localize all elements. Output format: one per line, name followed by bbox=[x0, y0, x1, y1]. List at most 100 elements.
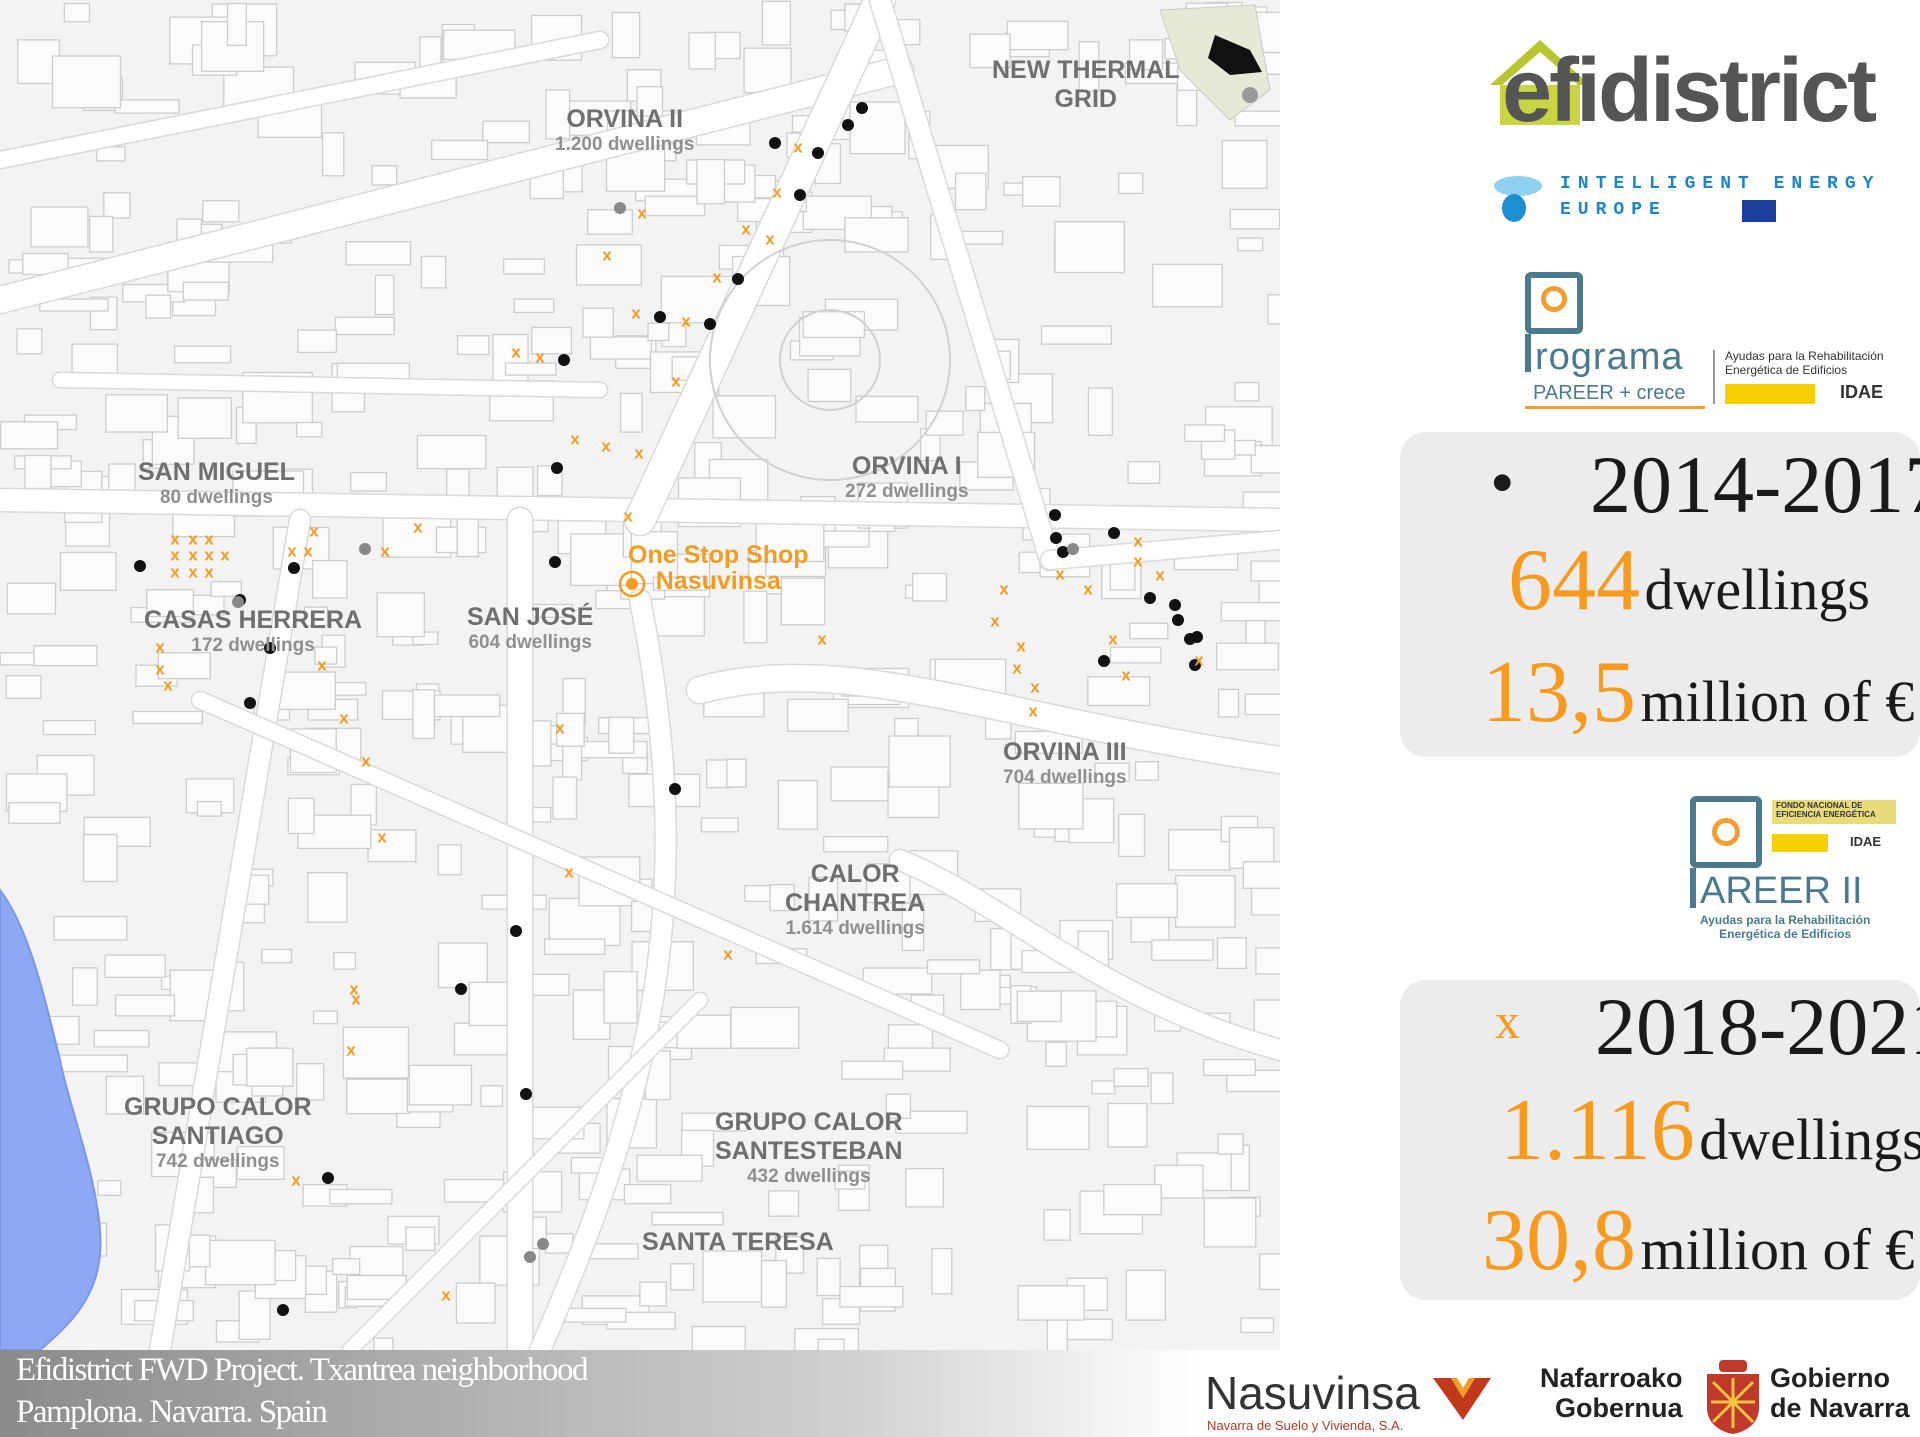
intervention-x-2018-2021: x bbox=[1028, 701, 1038, 720]
district-san-miguel: SAN MIGUEL 80 dwellings bbox=[138, 458, 295, 509]
nasuvinsa-wordmark: Nasuvinsa bbox=[1205, 1367, 1420, 1419]
intervention-dot-2014-2017 bbox=[264, 642, 276, 654]
intervention-x-2018-2021: x bbox=[170, 545, 180, 564]
intervention-x-2018-2021: x bbox=[631, 303, 641, 322]
nasuvinsa-subtitle: Navarra de Suelo y Vivienda, S.A. bbox=[1207, 1418, 1404, 1433]
intervention-x-2018-2021: x bbox=[361, 751, 371, 770]
intervention-x-2018-2021: x bbox=[1121, 665, 1131, 684]
intervention-dot-2014-2017 bbox=[510, 925, 522, 937]
intervention-x-2018-2021: x bbox=[1055, 564, 1065, 583]
intervention-dot-2014-2017 bbox=[134, 560, 146, 572]
intervention-dot-2014-2017 bbox=[455, 983, 467, 995]
district-orvina-ii: ORVINA II 1.200 dwellings bbox=[555, 105, 694, 156]
period-1-marker: • bbox=[1490, 445, 1515, 522]
intervention-x-2018-2021: x bbox=[535, 347, 545, 366]
info-panel: efidistrict INTELLIGENT ENERGY EUROPE ro… bbox=[1280, 0, 1920, 1350]
intelligent-energy-europe-logo: INTELLIGENT ENERGY EUROPE bbox=[1490, 168, 1910, 228]
district-name: ORVINA I bbox=[851, 452, 962, 480]
intervention-x-2018-2021: x bbox=[990, 611, 1000, 630]
intervention-x-2018-2021: x bbox=[441, 1285, 451, 1304]
district-san-jose: SAN JOSÉ 604 dwellings bbox=[467, 603, 593, 654]
intervention-dot-2014-2017 bbox=[669, 783, 681, 795]
efidistrict-logo: efidistrict bbox=[1480, 30, 1900, 141]
period-2-dwellings-unit: dwellings bbox=[1699, 1107, 1920, 1172]
pareer-p-icon bbox=[1525, 272, 1583, 334]
intervention-dot-2014-2017 bbox=[1049, 509, 1061, 521]
intervention-dot-2014-2017 bbox=[732, 273, 744, 285]
district-grupo-calor-santesteban: GRUPO CALOR SANTESTEBAN 432 dwellings bbox=[715, 1108, 903, 1188]
district-casas-herrera: CASAS HERRERA 172 dwellings bbox=[144, 606, 362, 657]
period-2-cost: 30,8 million of € bbox=[1482, 1190, 1914, 1291]
district-dwellings: 1.614 dwellings bbox=[785, 918, 925, 939]
district-name: GRUPO CALOR SANTIAGO bbox=[124, 1093, 312, 1150]
intervention-dot-2014-2017 bbox=[1108, 527, 1120, 539]
district-name: CASAS HERRERA bbox=[144, 606, 363, 634]
district-dwellings: 604 dwellings bbox=[468, 632, 592, 653]
intervention-dot-2014-2017 bbox=[1169, 599, 1181, 611]
intervention-x-2018-2021: x bbox=[1012, 658, 1022, 677]
district-grupo-calor-santiago: GRUPO CALOR SANTIAGO 742 dwellings bbox=[124, 1093, 312, 1173]
intervention-x-2018-2021: x bbox=[637, 203, 647, 222]
intervention-x-2018-2021: x bbox=[1108, 629, 1118, 648]
intervention-x-2018-2021: x bbox=[155, 659, 165, 678]
intervention-dot-2014-2017 bbox=[1189, 659, 1201, 671]
intervention-dot-2014-2017 bbox=[769, 137, 781, 149]
intervention-dot-2014-2017 bbox=[549, 556, 561, 568]
intervention-x-2018-2021: x bbox=[170, 562, 180, 581]
pareer-ii-p-icon bbox=[1690, 796, 1762, 868]
intervention-x-2018-2021: x bbox=[681, 311, 691, 330]
district-dwellings: 742 dwellings bbox=[155, 1151, 280, 1172]
intervention-dot-2014-2017 bbox=[1172, 614, 1184, 626]
district-new-thermal-grid: NEW THERMAL GRID bbox=[992, 56, 1179, 114]
intervention-dot-2014-2017 bbox=[856, 102, 868, 114]
river bbox=[0, 888, 102, 1350]
period-2-marker: x bbox=[1495, 993, 1520, 1049]
footer: Efidistrict FWD Project. Txantrea neighb… bbox=[0, 1350, 1920, 1437]
intervention-x-2018-2021: x bbox=[413, 517, 423, 536]
intervention-x-2018-2021: x bbox=[1133, 531, 1143, 550]
intervention-x-2018-2021: x bbox=[999, 579, 1009, 598]
programa-text: rograma bbox=[1535, 336, 1684, 378]
period-1-years: 2014-2017 bbox=[1590, 439, 1920, 530]
period-2-cost-unit: million of € bbox=[1640, 1217, 1915, 1282]
footer-line-1: Efidistrict FWD Project. Txantrea neighb… bbox=[16, 1352, 589, 1388]
intervention-x-2018-2021: x bbox=[204, 562, 214, 581]
intervention-x-2018-2021: x bbox=[602, 245, 612, 264]
period-2-cost-number: 30,8 bbox=[1482, 1192, 1636, 1289]
pareer-crece-text: PAREER + crece bbox=[1533, 382, 1686, 404]
intervention-dot-2014-2017 bbox=[654, 311, 666, 323]
district-dwellings: 272 dwellings bbox=[845, 481, 969, 502]
intervention-x-2018-2021: x bbox=[170, 529, 180, 548]
intervention-x-2018-2021: x bbox=[188, 562, 198, 581]
idae-text-2: IDAE bbox=[1850, 834, 1882, 849]
one-stop-shop-label: One Stop Shop Nasuvinsa bbox=[628, 541, 809, 596]
district-name: NEW THERMAL GRID bbox=[992, 56, 1180, 113]
nasuvinsa-chevron-icon bbox=[1433, 1378, 1491, 1420]
intervention-x-2018-2021: x bbox=[377, 827, 387, 846]
gov-left-text: Nafarroako Gobernua bbox=[1540, 1363, 1683, 1423]
district-orvina-iii: ORVINA III 704 dwellings bbox=[1003, 738, 1127, 789]
ministry-badge-2 bbox=[1772, 834, 1828, 852]
intervention-x-2018-2021: x bbox=[772, 182, 782, 201]
intervention-x-2018-2021: x bbox=[309, 521, 319, 540]
intervention-dot-2014-2017 bbox=[244, 697, 256, 709]
intervention-dot-2014-2017 bbox=[704, 318, 716, 330]
intervention-x-2018-2021: x bbox=[188, 529, 198, 548]
house-roof-icon bbox=[1490, 40, 1590, 125]
district-dwellings: 1.200 dwellings bbox=[555, 134, 695, 155]
intervention-x-2018-2021: x bbox=[349, 979, 359, 998]
intervention-x-2018-2021: x bbox=[817, 629, 827, 648]
pareer-ii-logo: FONDO NACIONAL DE EFICIENCIA ENERGÉTICA … bbox=[1690, 796, 1900, 948]
intervention-dot-grey bbox=[232, 596, 244, 608]
intervention-dot-2014-2017 bbox=[1050, 532, 1062, 544]
iee-swirl-icon bbox=[1494, 176, 1542, 222]
district-name: GRUPO CALOR SANTESTEBAN bbox=[715, 1108, 903, 1165]
intervention-dot-2014-2017 bbox=[1144, 592, 1156, 604]
district-name: ORVINA II bbox=[566, 105, 684, 133]
intervention-x-2018-2021: x bbox=[346, 1040, 356, 1059]
ministry-badge bbox=[1725, 384, 1815, 404]
intervention-dot-2014-2017 bbox=[558, 354, 570, 366]
intervention-dot-grey bbox=[537, 1238, 549, 1250]
district-name: ORVINA III bbox=[1003, 738, 1127, 766]
intervention-x-2018-2021: x bbox=[570, 429, 580, 448]
